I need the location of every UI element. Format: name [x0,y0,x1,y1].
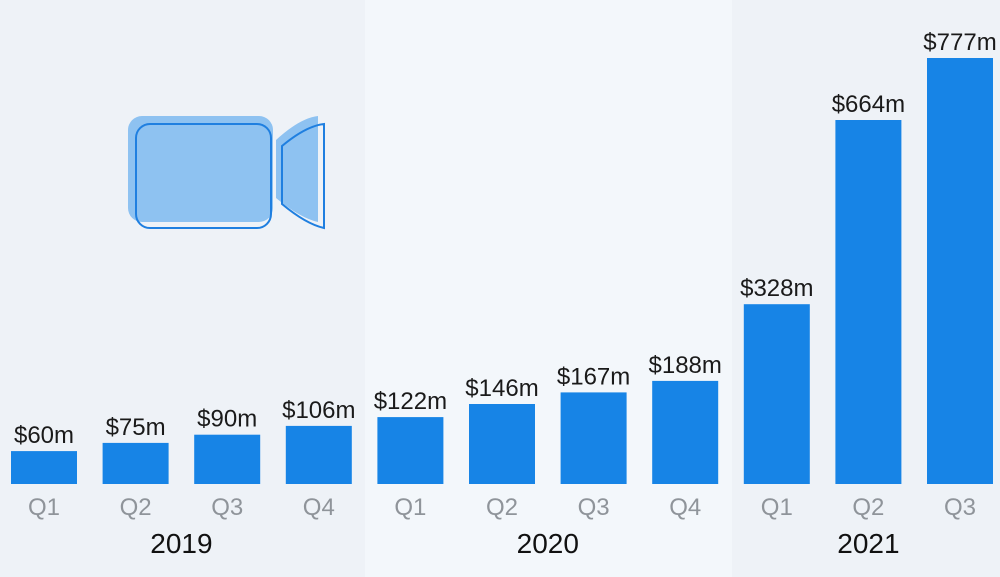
year-band-2019 [0,0,365,577]
quarter-label-2019-q1: Q1 [28,494,60,521]
quarter-label-2021-q2: Q2 [852,494,884,521]
value-label-2020-q1: $122m [374,388,447,415]
bar-2019-q2 [102,442,169,484]
value-label-2019-q2: $75m [106,414,166,441]
quarter-label-2019-q2: Q2 [120,494,152,521]
bar-2019-q4 [285,425,352,484]
bar-2021-q1 [743,304,810,484]
year-label-2019: 2019 [150,528,212,559]
quarter-label-2021-q3: Q3 [944,494,976,521]
quarter-label-2019-q4: Q4 [303,494,335,521]
value-label-2019-q1: $60m [14,422,74,449]
value-label-2021-q3: $777m [923,29,996,56]
bar-2020-q4 [652,380,719,484]
quarter-label-2019-q3: Q3 [211,494,243,521]
value-label-2021-q2: $664m [832,91,905,118]
video-camera-icon [128,116,325,230]
bar-2020-q2 [469,404,535,484]
bar-2019-q3 [194,434,261,484]
camera-lens-outline [281,122,325,230]
quarter-label-2020-q2: Q2 [486,494,518,521]
value-label-2020-q3: $167m [557,363,630,390]
quarter-label-2020-q4: Q4 [669,494,701,521]
camera-body-outline [135,123,272,229]
bar-2020-q3 [560,392,627,484]
year-label-2021: 2021 [837,528,899,559]
year-label-2020: 2020 [517,528,579,559]
value-label-2019-q3: $90m [197,406,257,433]
bar-2019-q1 [11,451,77,484]
labels: $60m Q1 $75m Q2 $90m Q3 $106m Q4 2019 $122m Q1 $146… [14,29,997,559]
value-label-2019-q4: $106m [282,397,355,424]
bar-2020-q1 [377,417,444,484]
value-label-2020-q4: $188m [649,352,722,379]
bars [11,58,993,484]
bar-2021-q3 [927,58,993,484]
value-label-2020-q2: $146m [465,375,538,402]
camera-body-fill [128,116,273,222]
value-label-2021-q1: $328m [740,275,813,302]
quarter-label-2020-q3: Q3 [578,494,610,521]
year-band-2020 [365,0,732,577]
quarter-label-2020-q1: Q1 [394,494,426,521]
quarter-label-2021-q1: Q1 [761,494,793,521]
bar-2021-q2 [835,120,902,484]
